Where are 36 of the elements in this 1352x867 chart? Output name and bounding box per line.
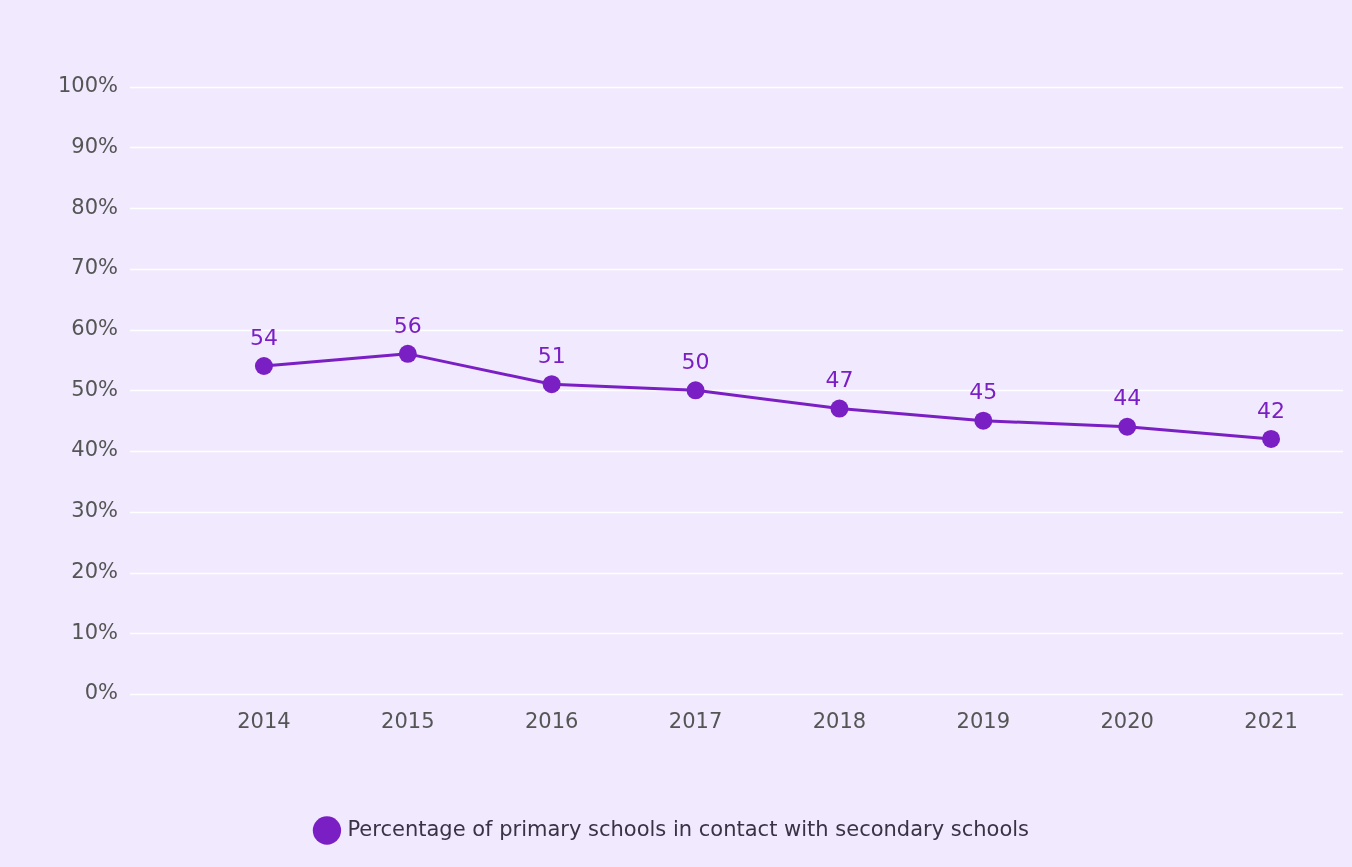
point (686, 381, 705, 400)
data-label: 45 (969, 379, 998, 405)
x-tick-label: 2014 (237, 709, 291, 734)
data-label: 50 (681, 349, 710, 375)
y-tick-label: 30% (71, 498, 118, 523)
data-label: 44 (1113, 385, 1142, 411)
data-label: 47 (825, 367, 854, 393)
y-tick-label: 80% (71, 194, 118, 219)
data-label: 42 (1257, 397, 1286, 423)
x-tick-label: 2017 (668, 709, 723, 734)
y-tick-label: 60% (71, 316, 118, 341)
point (1118, 417, 1137, 436)
y-tick-label: 20% (71, 558, 118, 583)
y-tick-label: 100% (57, 73, 118, 98)
point (542, 375, 561, 394)
x-tick-label: 2015 (381, 709, 435, 734)
point (974, 411, 993, 430)
point (830, 399, 849, 418)
legend-label: Percentage of primary schools in contact with secondary schools (347, 816, 1030, 841)
y-tick-label: 90% (71, 133, 118, 158)
y-tick-label: 70% (71, 255, 118, 280)
y-tick-label: 40% (71, 437, 118, 462)
y-tick-label: 0% (84, 680, 118, 705)
x-tick-label: 2018 (812, 709, 867, 734)
y-tick-label: 10% (71, 619, 118, 644)
x-tick-label: 2020 (1100, 709, 1154, 734)
x-tick-label: 2019 (956, 709, 1011, 734)
data-label: 51 (537, 342, 566, 368)
data-label: 54 (249, 324, 278, 350)
y-tick-label: 50% (71, 376, 118, 401)
point (1262, 429, 1281, 448)
x-tick-label: 2021 (1244, 709, 1298, 734)
point (254, 357, 273, 375)
point (398, 344, 417, 363)
data-label: 56 (393, 312, 422, 338)
x-tick-label: 2016 (524, 709, 579, 734)
